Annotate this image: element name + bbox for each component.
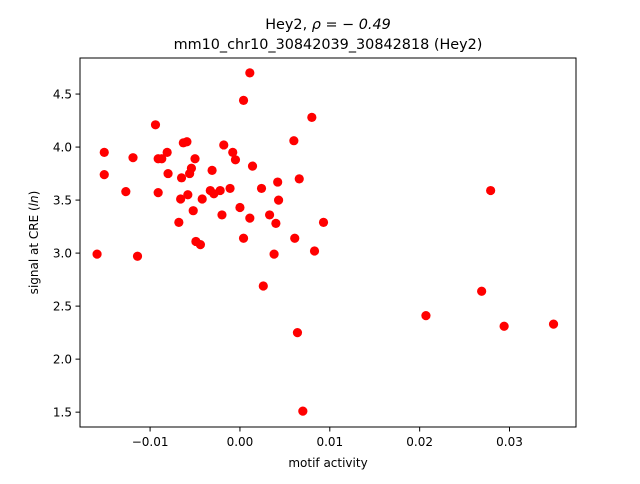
data-point-38	[245, 68, 255, 78]
data-point-46	[273, 177, 283, 187]
data-point-41	[256, 183, 267, 194]
data-point-5	[128, 153, 138, 163]
y-tick-label-4: 3.0	[53, 246, 72, 260]
data-point-40	[247, 161, 258, 171]
data-point-39	[245, 213, 255, 223]
data-point-9	[153, 188, 163, 198]
data-point-29	[215, 185, 225, 196]
data-point-31	[219, 140, 229, 150]
chart-title-line-1: Hey2, ρ = − 0.49	[265, 17, 391, 33]
data-point-57	[477, 286, 487, 296]
y-tick-label-3: 2.5	[53, 299, 72, 313]
data-point-18	[183, 190, 193, 200]
data-point-14	[176, 194, 186, 204]
data-point-21	[188, 206, 198, 216]
data-point-3	[99, 170, 109, 180]
y-axis-label-suffix: )	[27, 191, 41, 196]
data-point-47	[273, 195, 284, 205]
data-point-13	[174, 217, 184, 227]
x-tick-label-2: 0.00	[227, 435, 254, 449]
x-axis-ticks: −0.01 0.00 0.01 0.02 0.03	[132, 427, 523, 449]
data-point-49	[290, 233, 300, 243]
data-point-60	[548, 319, 559, 329]
data-point-12	[163, 168, 173, 179]
data-point-30	[217, 210, 227, 220]
data-point-32	[225, 183, 235, 194]
y-tick-label-5: 3.5	[53, 193, 72, 207]
data-point-17	[182, 137, 192, 147]
y-tick-label-1: 1.5	[53, 405, 72, 419]
data-point-35	[235, 202, 245, 213]
data-point-58	[486, 185, 496, 196]
data-point-20	[186, 163, 197, 173]
data-point-34	[230, 155, 241, 165]
data-point-53	[307, 112, 317, 122]
data-point-56	[421, 311, 431, 321]
data-point-25	[197, 194, 207, 204]
y-axis-label-ln: ln	[27, 195, 41, 206]
data-point-52	[298, 406, 308, 416]
data-point-22	[190, 154, 200, 164]
data-point-33	[228, 147, 238, 157]
data-point-59	[499, 321, 509, 331]
data-point-24	[195, 240, 206, 250]
data-point-7	[150, 120, 161, 130]
data-point-27	[207, 165, 217, 175]
x-tick-label-3: 0.01	[316, 435, 343, 449]
data-point-54	[309, 246, 320, 256]
data-point-51	[294, 174, 304, 184]
x-tick-label-4: 0.02	[406, 435, 433, 449]
data-point-43	[264, 210, 275, 220]
y-tick-label-2: 2.0	[53, 352, 72, 366]
y-tick-label-7: 4.5	[53, 87, 72, 101]
y-axis-ticks: 1.5 2.0 2.5 3.0 3.5 4.0 4.5	[53, 87, 80, 419]
data-point-36	[238, 233, 249, 243]
data-point-2	[99, 147, 109, 157]
plot-area-frame	[79, 57, 577, 428]
data-point-50	[292, 328, 303, 338]
x-tick-label-1: −0.01	[132, 435, 169, 449]
data-point-37	[238, 95, 249, 106]
data-point-15	[176, 173, 187, 183]
data-point-4	[121, 187, 131, 197]
data-point-10	[157, 154, 167, 164]
data-point-11	[162, 147, 172, 157]
data-point-45	[271, 218, 281, 229]
chart-title-gene: Hey2,	[265, 17, 312, 33]
x-tick-label-5: 0.03	[496, 435, 523, 449]
data-point-42	[258, 281, 268, 291]
data-point-44	[269, 249, 279, 259]
data-point-55	[318, 217, 329, 227]
data-point-1	[92, 249, 102, 259]
y-tick-label-6: 4.0	[53, 140, 72, 154]
y-axis-label-prefix: signal at CRE (	[27, 206, 41, 294]
x-axis-label: motif activity	[288, 456, 367, 470]
data-point-6	[132, 251, 143, 261]
y-axis-label: signal at CRE (ln)	[27, 191, 41, 295]
data-point-48	[289, 136, 299, 146]
chart-title-rho: ρ = − 0.49	[312, 17, 391, 33]
data-points	[92, 68, 559, 416]
chart-title-line-2: mm10_chr10_30842039_30842818 (Hey2)	[174, 37, 483, 53]
